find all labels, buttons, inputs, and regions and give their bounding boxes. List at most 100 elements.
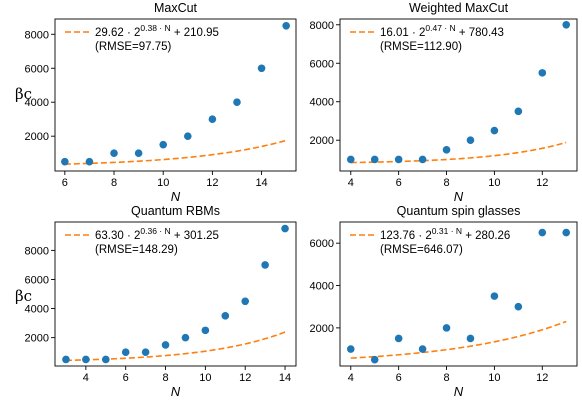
data-point bbox=[281, 224, 289, 233]
data-point bbox=[346, 155, 355, 164]
data-point bbox=[159, 140, 168, 149]
data-point bbox=[141, 348, 150, 356]
x-tick-label: 6 bbox=[396, 372, 402, 384]
chart-title: Weighted MaxCut bbox=[409, 1, 509, 15]
data-point bbox=[514, 302, 523, 311]
y-tick-label: 4000 bbox=[25, 97, 49, 109]
legend-fit-exponent: 0.31 · N bbox=[432, 226, 462, 236]
legend-fit-formula: 29.62 · 20.38 · N + 210.95 bbox=[95, 23, 219, 39]
legend-fit-suffix: + 280.26 bbox=[462, 230, 510, 242]
data-point bbox=[110, 149, 118, 157]
data-point bbox=[394, 155, 403, 164]
data-point bbox=[538, 69, 547, 77]
legend-fit-prefix: 123.76 · 2 bbox=[380, 230, 432, 242]
legend-fit-formula: 16.01 · 20.47 · N + 780.43 bbox=[380, 23, 504, 39]
data-point bbox=[466, 136, 475, 145]
data-point bbox=[134, 149, 143, 157]
legend-fit-exponent: 0.38 · N bbox=[140, 23, 170, 33]
axes-frame bbox=[54, 221, 297, 367]
data-point bbox=[241, 297, 250, 306]
x-tick-label: 6 bbox=[123, 372, 129, 384]
legend-fit-prefix: 16.01 · 2 bbox=[380, 27, 425, 39]
data-point bbox=[261, 261, 269, 269]
x-tick-label: 8 bbox=[162, 372, 168, 384]
axes-frame bbox=[339, 221, 578, 367]
x-tick-label: 12 bbox=[536, 177, 548, 189]
data-point bbox=[394, 334, 403, 343]
x-tick-label: 4 bbox=[348, 372, 354, 384]
x-tick-label: 4 bbox=[83, 372, 89, 384]
data-point bbox=[418, 345, 427, 353]
legend-fit-formula: 63.30 · 20.36 · N + 301.25 bbox=[95, 226, 219, 242]
data-point bbox=[514, 107, 523, 116]
y-tick-label: 4000 bbox=[310, 97, 334, 109]
data-point bbox=[346, 345, 355, 353]
y-tick-label: 4000 bbox=[310, 281, 334, 293]
y-tick-label: 8000 bbox=[310, 20, 334, 32]
panel-weighted-maxcut: 4 6 8 10 12 2000 4000 6000 8000 Weighted MaxCut N 1… bbox=[310, 1, 578, 204]
legend-fit-suffix: + 210.95 bbox=[171, 27, 219, 39]
data-point bbox=[490, 126, 499, 135]
legend-fit-exponent: 0.36 · N bbox=[140, 226, 170, 236]
y-tick-label: 2000 bbox=[25, 131, 49, 143]
x-tick-label: 4 bbox=[348, 177, 354, 189]
data-point bbox=[442, 146, 451, 154]
data-point bbox=[161, 341, 170, 349]
x-tick-label: 8 bbox=[111, 177, 117, 189]
y-tick-label: 6000 bbox=[310, 58, 334, 70]
y-tick-label: 2000 bbox=[310, 323, 334, 335]
legend-fit-prefix: 29.62 · 2 bbox=[95, 27, 140, 39]
data-point bbox=[221, 312, 230, 320]
shared-y-label-top: βc bbox=[15, 85, 32, 103]
legend-rmse: (RMSE=148.29) bbox=[95, 244, 178, 256]
legend-rmse: (RMSE=97.75) bbox=[95, 41, 172, 53]
y-tick-label: 4000 bbox=[25, 304, 49, 316]
data-point bbox=[370, 155, 379, 164]
y-tick-label: 2000 bbox=[310, 135, 334, 147]
legend-fit-prefix: 63.30 · 2 bbox=[95, 230, 140, 242]
data-point bbox=[442, 324, 451, 332]
data-point bbox=[418, 155, 427, 164]
data-point bbox=[562, 20, 571, 29]
fit-curve bbox=[65, 331, 286, 362]
data-point bbox=[201, 326, 210, 335]
y-tick-label: 2000 bbox=[25, 333, 49, 345]
y-tick-label: 8000 bbox=[25, 245, 49, 257]
data-point bbox=[370, 355, 379, 364]
data-point bbox=[61, 157, 69, 166]
legend-fit-suffix: + 301.25 bbox=[171, 230, 219, 242]
x-tick-label: 10 bbox=[157, 177, 169, 189]
x-tick-label: 12 bbox=[536, 372, 548, 384]
data-point bbox=[62, 355, 70, 364]
y-tick-label: 8000 bbox=[25, 29, 49, 41]
chart-title: Quantum RBMs bbox=[131, 204, 220, 218]
fit-curve bbox=[350, 141, 567, 164]
data-point bbox=[101, 355, 110, 364]
axes-frame bbox=[339, 18, 578, 172]
x-tick-label: 10 bbox=[488, 372, 500, 384]
legend-fit-suffix: + 780.43 bbox=[456, 27, 504, 39]
data-point bbox=[466, 334, 475, 343]
data-point bbox=[181, 333, 190, 342]
x-tick-label: 10 bbox=[488, 177, 500, 189]
fit-curve bbox=[64, 139, 287, 165]
x-axis-label: N bbox=[454, 384, 464, 399]
data-point bbox=[257, 64, 266, 73]
data-point bbox=[282, 21, 290, 30]
y-tick-label: 6000 bbox=[310, 238, 334, 250]
panel-maxcut: 6 8 10 12 14 2000 4000 6000 8000 MaxCut N 29.62 · 2… bbox=[25, 1, 297, 204]
data-point bbox=[183, 132, 192, 140]
data-point bbox=[208, 115, 217, 124]
data-point bbox=[233, 98, 241, 107]
axes-frame bbox=[54, 18, 297, 172]
panel-quantum-spin-glasses: 4 6 8 10 12 2000 4000 6000 Quantum spin glasses N… bbox=[310, 204, 578, 399]
legend-rmse: (RMSE=112.90) bbox=[380, 41, 462, 53]
data-point bbox=[121, 348, 130, 356]
x-axis-label: N bbox=[454, 189, 464, 204]
legend-rmse: (RMSE=646.07) bbox=[380, 244, 463, 256]
y-tick-label: 6000 bbox=[25, 274, 49, 286]
data-point bbox=[82, 355, 90, 364]
x-tick-label: 14 bbox=[279, 372, 291, 384]
chart-title: Quantum spin glasses bbox=[397, 204, 521, 218]
